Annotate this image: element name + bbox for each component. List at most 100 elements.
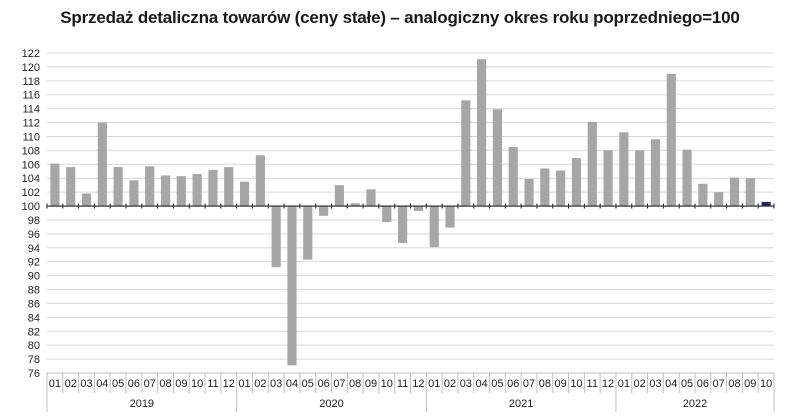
x-tick-label: 05 bbox=[302, 378, 314, 390]
bar bbox=[556, 170, 566, 207]
bar bbox=[350, 203, 360, 207]
bar bbox=[729, 177, 740, 207]
y-tick-label: 96 bbox=[28, 229, 40, 241]
bar bbox=[145, 166, 155, 207]
bar bbox=[208, 169, 218, 207]
x-tick-label: 05 bbox=[681, 378, 693, 390]
y-tick-label: 100 bbox=[22, 201, 40, 213]
x-tick-label: 03 bbox=[460, 378, 472, 390]
bar bbox=[745, 178, 755, 207]
bar bbox=[461, 100, 471, 207]
x-tick-label: 11 bbox=[207, 378, 218, 390]
x-tick-label: 06 bbox=[317, 378, 329, 390]
y-tick-label: 80 bbox=[28, 340, 40, 352]
bar bbox=[682, 149, 692, 207]
axis-layer bbox=[46, 203, 775, 412]
y-tick-label: 114 bbox=[22, 104, 40, 116]
y-tick-label: 106 bbox=[22, 159, 40, 171]
bar bbox=[413, 206, 423, 211]
year-label: 2021 bbox=[509, 398, 533, 410]
x-tick-label: 11 bbox=[397, 378, 408, 390]
y-tick-label: 110 bbox=[22, 131, 40, 143]
y-tick-label: 82 bbox=[28, 326, 40, 338]
x-tick-label: 02 bbox=[65, 378, 77, 390]
bar bbox=[160, 175, 171, 207]
bar bbox=[334, 185, 344, 207]
bar bbox=[540, 168, 550, 207]
y-tick-label: 104 bbox=[22, 173, 40, 185]
bar bbox=[176, 176, 186, 207]
x-tick-label: 02 bbox=[634, 378, 646, 390]
x-tick-label: 08 bbox=[349, 378, 361, 390]
x-axis-tick-labels: 01 02 03 04 05 06 07 08 09 10 11 12 01 02 03 04 05 06 07 08… bbox=[49, 378, 772, 410]
bar bbox=[571, 158, 582, 207]
bar bbox=[382, 206, 392, 223]
x-tick-label: 01 bbox=[428, 378, 440, 390]
bar bbox=[113, 167, 123, 207]
bar bbox=[619, 132, 629, 207]
x-tick-label: 07 bbox=[713, 378, 725, 390]
year-label: 2019 bbox=[130, 398, 154, 410]
x-tick-label: 03 bbox=[270, 378, 282, 390]
x-tick-label: 08 bbox=[159, 378, 171, 390]
bar bbox=[698, 183, 708, 207]
x-tick-label: 12 bbox=[602, 378, 614, 390]
x-tick-label: 08 bbox=[728, 378, 740, 390]
bar bbox=[635, 150, 645, 207]
bar bbox=[524, 178, 534, 207]
x-tick-label: 12 bbox=[412, 378, 424, 390]
year-label: 2020 bbox=[319, 398, 343, 410]
bar bbox=[129, 180, 139, 207]
x-tick-label: 05 bbox=[491, 378, 503, 390]
x-tick-label: 10 bbox=[191, 378, 203, 390]
bar bbox=[271, 206, 281, 268]
x-tick-label: 07 bbox=[333, 378, 345, 390]
y-tick-label: 94 bbox=[28, 243, 40, 255]
bar bbox=[239, 181, 250, 207]
x-tick-label: 04 bbox=[475, 378, 487, 390]
y-tick-label: 122 bbox=[22, 48, 40, 60]
y-tick-label: 86 bbox=[28, 298, 40, 310]
bar bbox=[318, 206, 329, 216]
x-tick-label: 02 bbox=[254, 378, 266, 390]
bar bbox=[50, 163, 60, 207]
chart-title: Sprzedaż detaliczna towarów (ceny stałe)… bbox=[60, 8, 740, 27]
x-tick-label: 04 bbox=[96, 378, 108, 390]
y-tick-label: 112 bbox=[22, 118, 40, 130]
bar bbox=[477, 59, 487, 207]
x-tick-label: 01 bbox=[238, 378, 250, 390]
x-tick-label: 09 bbox=[744, 378, 756, 390]
bar bbox=[761, 201, 771, 207]
y-tick-label: 102 bbox=[22, 187, 40, 199]
bar bbox=[650, 139, 661, 207]
x-tick-label: 10 bbox=[570, 378, 582, 390]
bar bbox=[97, 122, 107, 207]
x-tick-label: 12 bbox=[223, 378, 235, 390]
bar bbox=[366, 189, 376, 207]
x-tick-label: 11 bbox=[587, 378, 598, 390]
x-tick-label: 06 bbox=[697, 378, 709, 390]
bar bbox=[398, 206, 408, 243]
y-tick-label: 90 bbox=[28, 271, 40, 283]
y-tick-label: 76 bbox=[28, 368, 40, 380]
bar bbox=[587, 121, 597, 207]
x-tick-label: 08 bbox=[539, 378, 551, 390]
bar bbox=[224, 167, 234, 207]
bar bbox=[429, 206, 439, 248]
x-tick-label: 09 bbox=[365, 378, 377, 390]
bar bbox=[303, 206, 313, 260]
y-tick-label: 98 bbox=[28, 215, 40, 227]
bar bbox=[508, 146, 518, 207]
x-tick-label: 01 bbox=[618, 378, 630, 390]
bar bbox=[287, 206, 297, 366]
bar bbox=[66, 167, 76, 207]
x-tick-label: 02 bbox=[444, 378, 456, 390]
x-tick-label: 05 bbox=[112, 378, 124, 390]
x-tick-label: 04 bbox=[286, 378, 298, 390]
bar bbox=[603, 150, 613, 207]
x-tick-label: 09 bbox=[555, 378, 567, 390]
bar bbox=[192, 174, 202, 207]
y-tick-label: 92 bbox=[28, 257, 40, 269]
